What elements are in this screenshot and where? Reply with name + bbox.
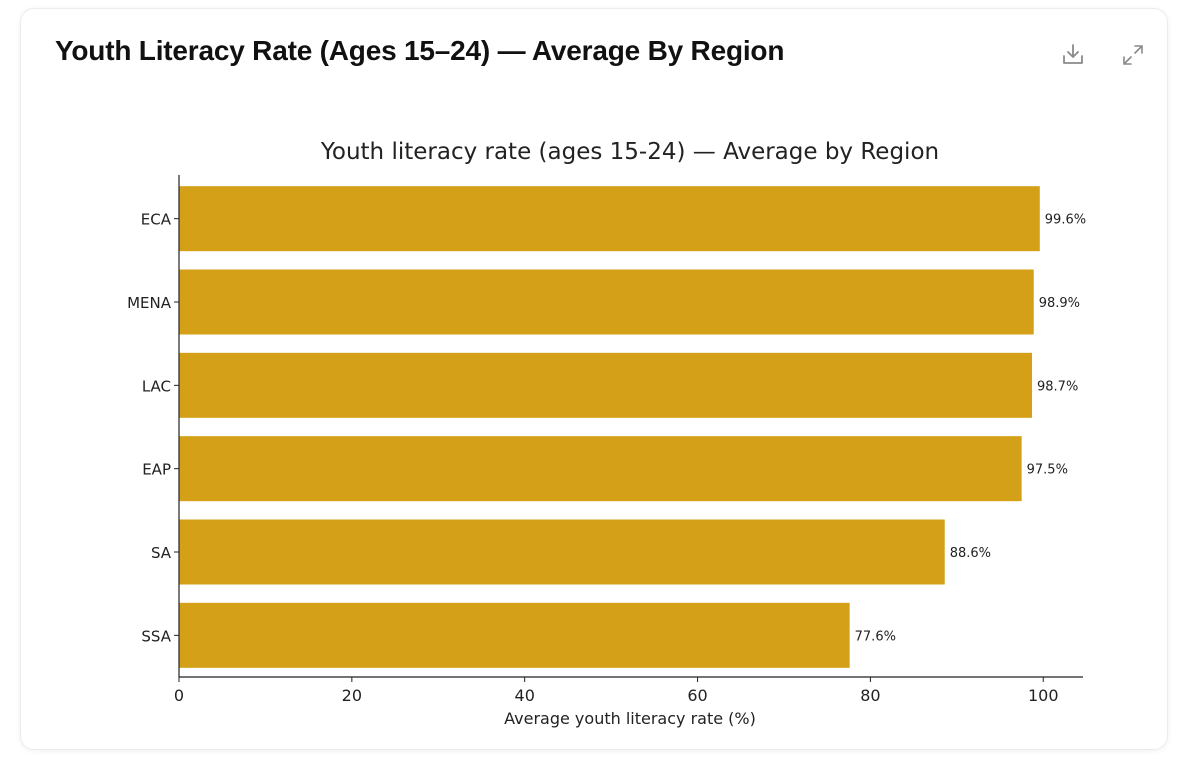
bars-group (179, 186, 1040, 668)
expand-icon (1120, 42, 1146, 68)
data-label-mena: 98.9% (1039, 296, 1080, 311)
x-tick-label-20: 20 (342, 686, 362, 705)
y-tick-label-ssa: SSA (141, 627, 171, 645)
y-axis-ticks: ECA MENA LAC EAP SA SSA (127, 211, 179, 645)
y-tick-label-sa: SA (151, 544, 172, 562)
x-axis-label: Average youth literacy rate (%) (504, 709, 756, 728)
card-title: Youth Literacy Rate (Ages 15–24) — Avera… (55, 35, 785, 66)
bar-labels-group: 99.6% 98.9% 98.7% 97.5% 88.6% 77.6% (855, 213, 1086, 645)
bar-chart: Youth literacy rate (ages 15-24) — Avera… (127, 139, 1086, 728)
x-tick-label-60: 60 (687, 686, 707, 705)
data-label-ssa: 77.6% (855, 629, 896, 644)
data-label-eca: 99.6% (1045, 213, 1086, 228)
x-tick-label-100: 100 (1028, 686, 1059, 705)
data-label-sa: 88.6% (950, 546, 991, 561)
bar-eca (179, 186, 1040, 252)
chart-title: Youth literacy rate (ages 15-24) — Avera… (320, 139, 939, 165)
bar-sa (179, 519, 945, 585)
expand-button[interactable] (1117, 39, 1149, 71)
x-tick-label-40: 40 (515, 686, 535, 705)
data-label-eap: 97.5% (1027, 463, 1068, 478)
bar-mena (179, 269, 1034, 335)
x-axis-ticks: 0 20 40 60 80 100 (174, 677, 1059, 705)
bar-lac (179, 352, 1033, 418)
y-tick-label-eca: ECA (141, 211, 172, 229)
bar-eap (179, 436, 1022, 502)
chart-card: Youth Literacy Rate (Ages 15–24) — Avera… (20, 8, 1168, 750)
x-tick-label-0: 0 (174, 686, 184, 705)
y-tick-label-eap: EAP (142, 461, 171, 479)
y-tick-label-lac: LAC (142, 377, 171, 395)
bar-ssa (179, 602, 850, 668)
x-tick-label-80: 80 (860, 686, 880, 705)
download-button[interactable] (1057, 39, 1089, 71)
data-label-lac: 98.7% (1037, 379, 1078, 394)
y-tick-label-mena: MENA (127, 294, 172, 312)
download-icon (1060, 42, 1086, 68)
